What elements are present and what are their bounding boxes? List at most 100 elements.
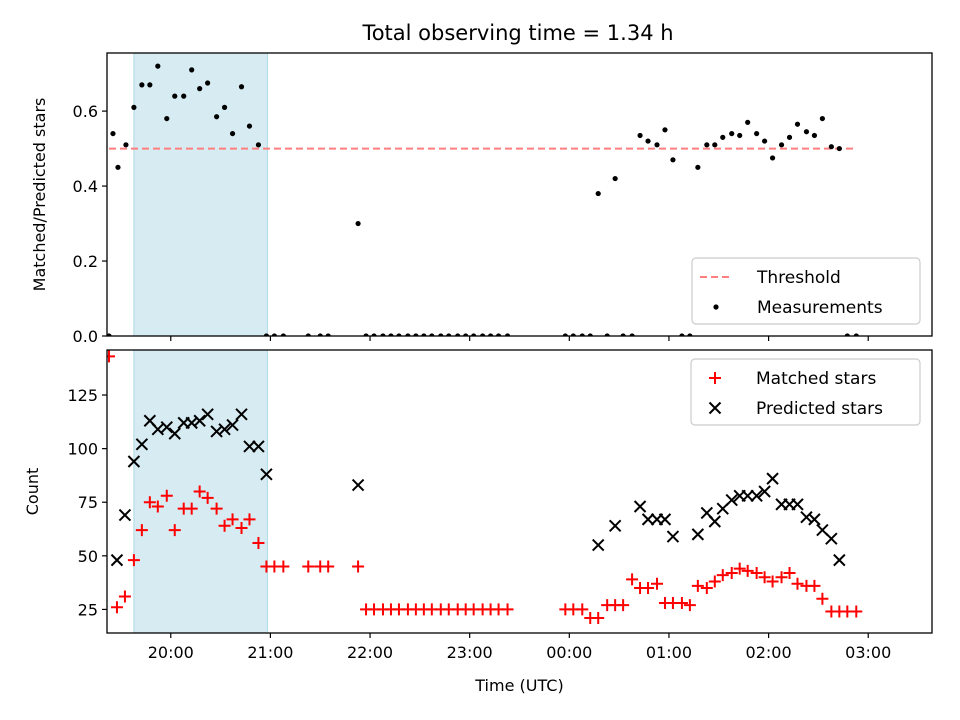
data-point [716, 569, 729, 582]
data-point [612, 175, 618, 182]
data-point [210, 502, 223, 515]
data-point [808, 513, 821, 526]
data-point [277, 560, 290, 573]
data-point [811, 132, 818, 139]
data-point [118, 590, 131, 603]
data-point [833, 553, 846, 567]
data-point [218, 519, 231, 532]
x-tick-label: 00:00 [546, 643, 592, 662]
legend-label: Measurements [757, 298, 883, 318]
plot-area [107, 350, 863, 624]
bottom-panel-counts: 25 50 75 100 125 20:00 21:00 22:00 23:00 00:00 01:… [23, 349, 933, 695]
data-point [836, 145, 842, 152]
y-axis-label: Count [23, 468, 42, 516]
data-point [633, 500, 647, 513]
data-point [595, 190, 601, 197]
x-tick-label: 03:00 [845, 643, 891, 662]
data-point [691, 579, 704, 592]
data-point [135, 524, 148, 537]
data-point [164, 115, 170, 122]
data-point [205, 80, 211, 86]
data-point [151, 423, 165, 436]
data-point [226, 513, 239, 526]
data-point [641, 513, 655, 526]
x-tick-label: 02:00 [746, 643, 792, 662]
data-point [592, 611, 605, 624]
y-tick-label: 0.0 [73, 327, 98, 346]
legend-measurement-swatch [713, 304, 719, 310]
chart-title: Total observing time = 1.34 h [361, 21, 673, 45]
legend-box [691, 257, 921, 325]
data-point [193, 414, 206, 427]
data-point [238, 84, 245, 90]
data-point [708, 575, 721, 588]
data-point [741, 489, 754, 502]
data-point [766, 472, 779, 485]
data-point [691, 528, 705, 541]
data-point [670, 157, 676, 163]
y-tick-label: 25 [78, 600, 98, 619]
data-point [201, 408, 214, 421]
axes-frame [106, 52, 933, 337]
data-point [803, 129, 810, 135]
data-point [617, 599, 630, 612]
x-tick-label: 21:00 [247, 643, 293, 662]
data-point [750, 566, 763, 579]
x-tick-label: 20:00 [148, 643, 194, 662]
data-point [139, 82, 145, 88]
x-axis-label: Time (UTC) [474, 676, 563, 695]
data-point [775, 571, 788, 584]
data-point [791, 498, 804, 511]
data-point [160, 489, 173, 502]
data-point [155, 63, 161, 69]
data-point [107, 350, 115, 363]
data-point [808, 579, 821, 592]
data-point [172, 93, 178, 99]
data-point [766, 575, 779, 588]
data-point [229, 130, 236, 137]
data-point [778, 142, 785, 148]
data-point [758, 485, 771, 498]
data-point [201, 491, 214, 504]
data-point [645, 138, 651, 144]
data-point [608, 519, 622, 533]
data-point [745, 119, 751, 125]
data-point [654, 142, 660, 148]
data-point [246, 123, 253, 129]
data-point [252, 536, 265, 549]
data-point [185, 502, 198, 515]
data-point [733, 562, 746, 575]
data-point [651, 577, 663, 590]
data-point [675, 596, 688, 609]
data-point [791, 577, 804, 590]
data-point [794, 121, 801, 127]
data-point [783, 566, 796, 579]
data-point [712, 142, 718, 148]
data-point [352, 560, 365, 573]
data-point [850, 605, 863, 618]
data-point [828, 144, 834, 150]
data-point [115, 164, 121, 170]
data-point [666, 530, 680, 543]
highlight-span [133, 52, 268, 337]
data-point [700, 581, 713, 594]
y-tick-label: 125 [67, 386, 98, 405]
data-point [708, 515, 721, 528]
data-point [683, 599, 696, 612]
data-point [658, 513, 672, 526]
data-point [243, 513, 256, 526]
x-tick-label: 22:00 [347, 643, 393, 662]
data-point [729, 130, 735, 137]
data-point [576, 603, 589, 616]
top-panel-ratio: 0.0 0.2 0.4 0.6 Matched/Predicted stars Thres… [30, 52, 933, 346]
data-point [750, 489, 763, 502]
data-point [110, 130, 116, 137]
series-measurements [107, 63, 859, 336]
data-point [235, 408, 248, 421]
data-point [252, 440, 265, 453]
legend: Matched stars Predicted stars [690, 358, 921, 426]
data-point [255, 142, 262, 148]
y-tick-label: 50 [78, 547, 98, 566]
data-point [110, 601, 123, 614]
